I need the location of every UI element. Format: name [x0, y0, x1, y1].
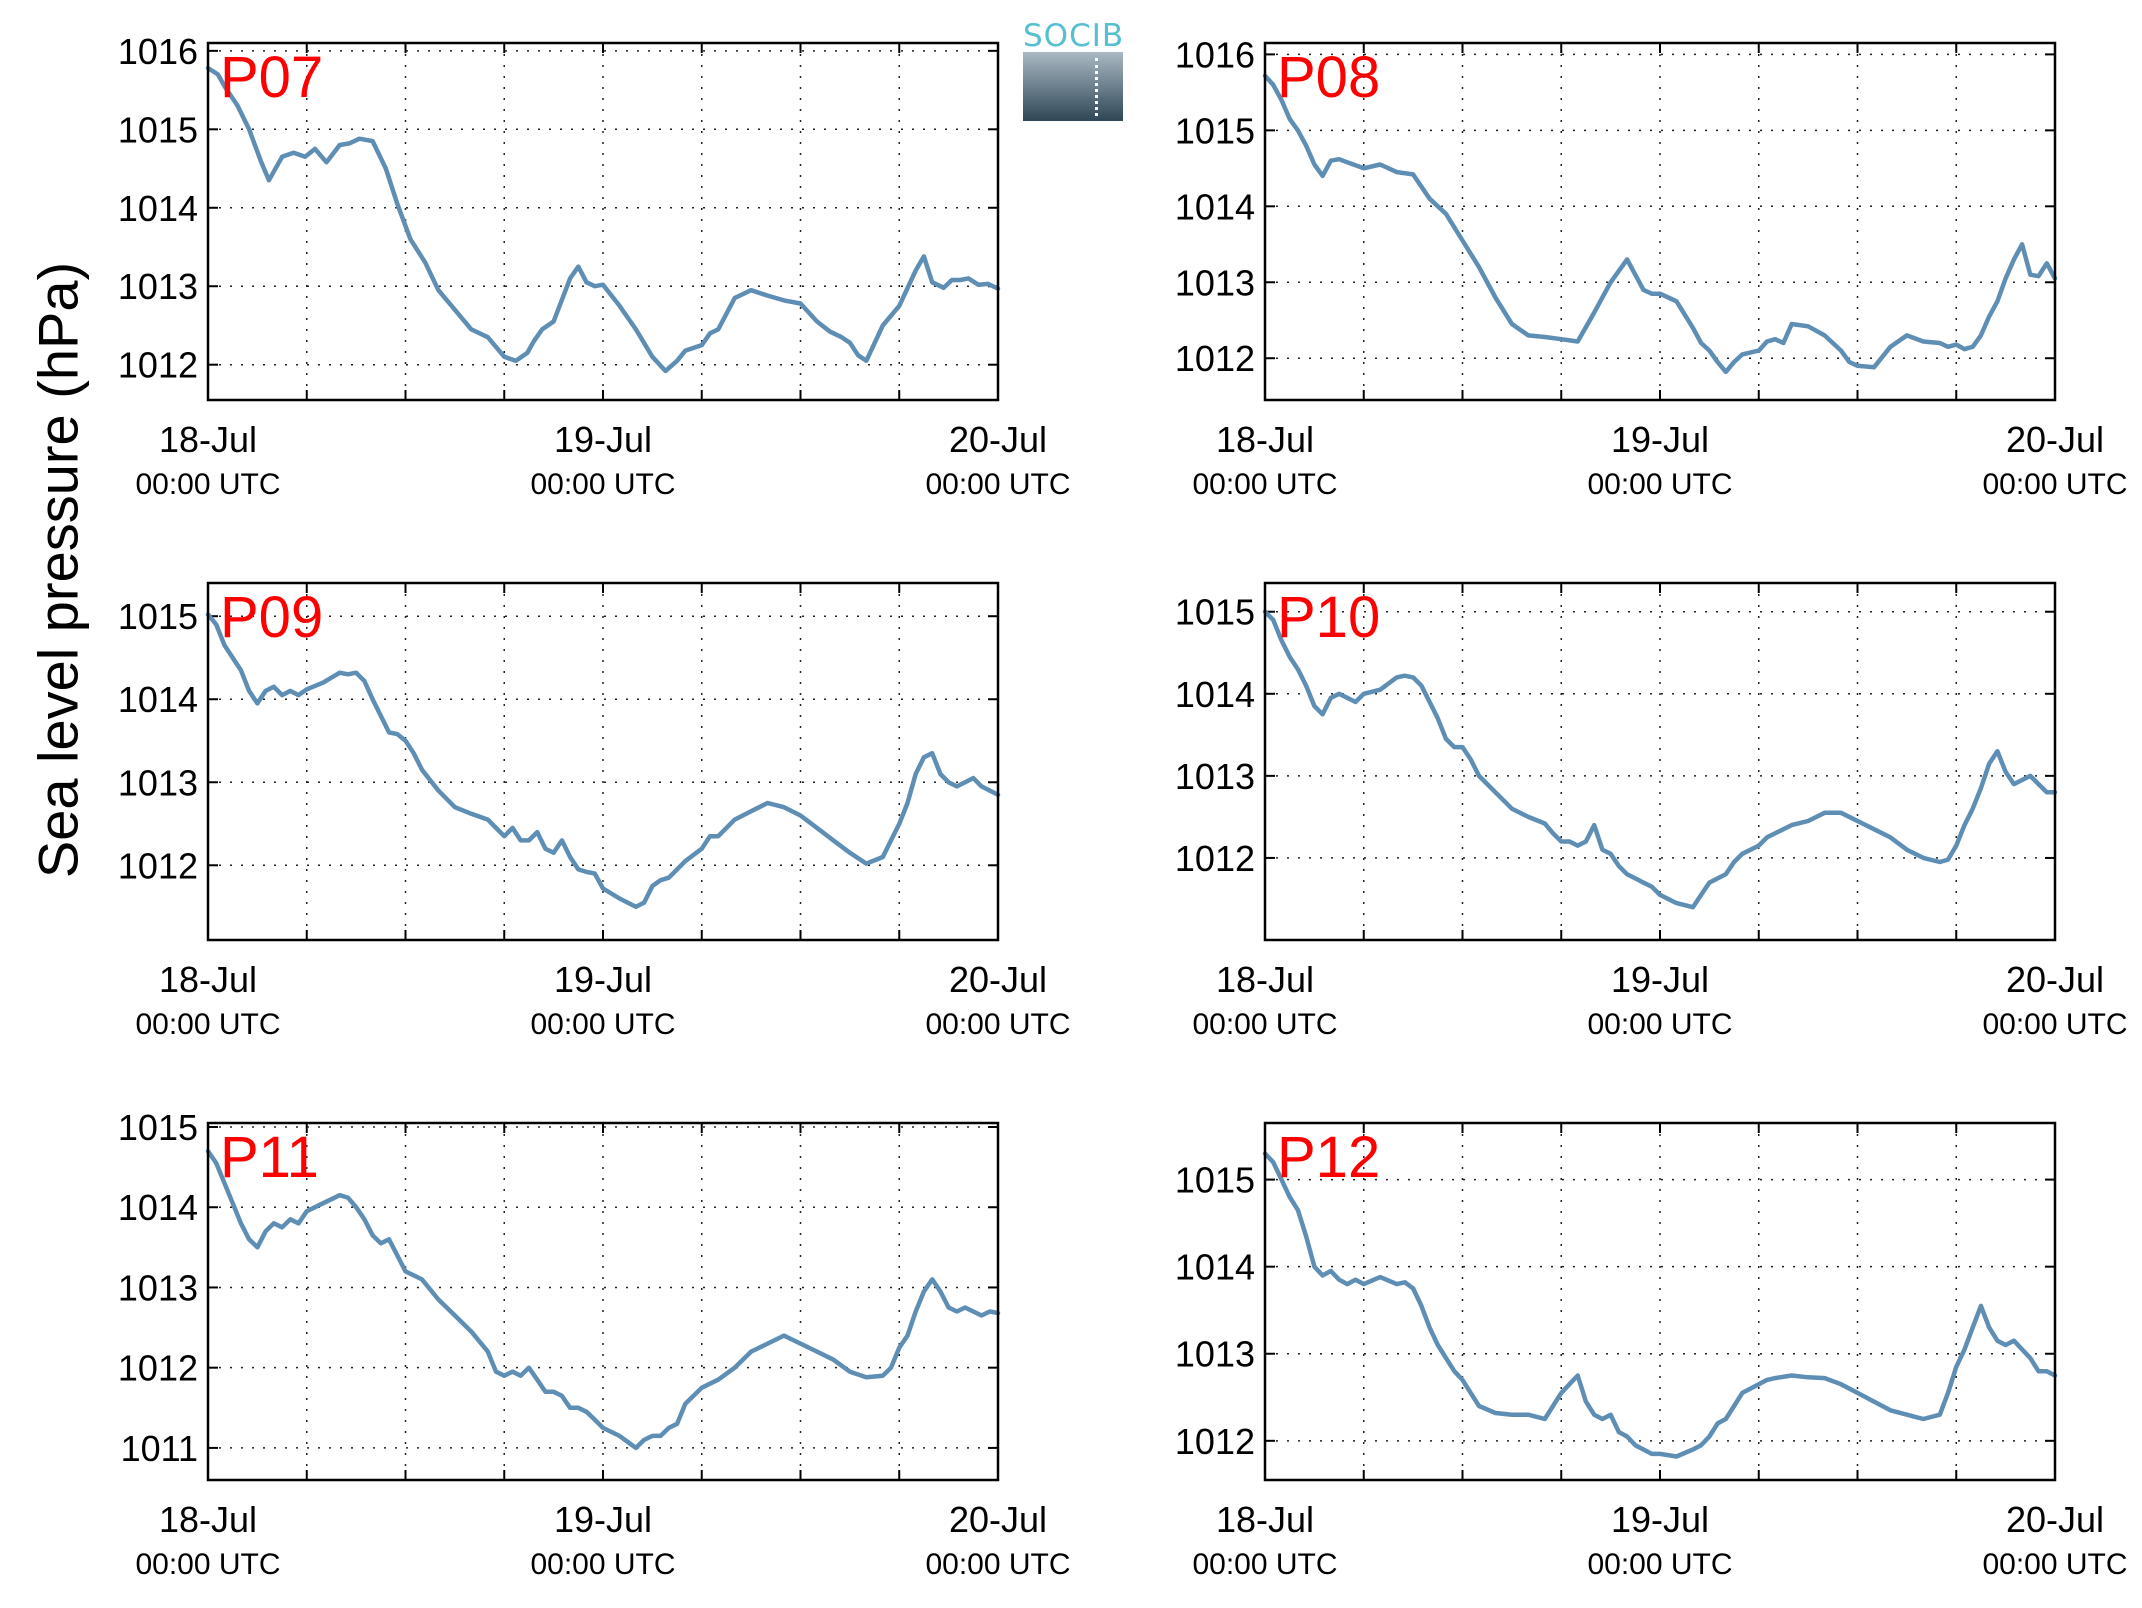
y-tick-label: 1015 — [118, 596, 198, 637]
x-tick-label: 19-Jul — [1611, 959, 1709, 1000]
plot-frame — [1263, 581, 2057, 942]
x-tick-sublabel: 00:00 UTC — [1982, 468, 2127, 501]
socib-logo: SOCIB — [1023, 18, 1123, 121]
x-tick-label: 19-Jul — [554, 959, 652, 1000]
y-tick-label: 1013 — [118, 762, 198, 803]
station-label: P12 — [1277, 1125, 1380, 1190]
plot-frame — [1263, 41, 2057, 402]
x-tick-label: 18-Jul — [159, 1499, 257, 1540]
y-tick-label: 1014 — [1175, 674, 1255, 715]
y-tick-label: 1015 — [1175, 592, 1255, 633]
x-tick-sublabel: 00:00 UTC — [1192, 468, 1337, 501]
x-tick-label: 19-Jul — [554, 1499, 652, 1540]
station-label: P07 — [220, 45, 323, 110]
panel-p07: 1012 1013 1014 1015 1016 P07 18-Jul 00:00 UTC 19… — [118, 31, 1071, 501]
x-tick-label: 19-Jul — [1611, 419, 1709, 460]
x-tick-sublabel: 00:00 UTC — [1587, 1548, 1732, 1581]
plot-frame — [206, 581, 1000, 942]
station-label: P09 — [220, 585, 323, 650]
y-tick-label: 1014 — [1175, 186, 1255, 227]
y-tick-label: 1016 — [1175, 34, 1255, 75]
x-tick-sublabel: 00:00 UTC — [530, 1548, 675, 1581]
y-tick-label: 1016 — [118, 31, 198, 72]
x-tick-label: 18-Jul — [159, 419, 257, 460]
series-line-p07 — [205, 65, 1001, 374]
x-tick-sublabel: 00:00 UTC — [925, 1008, 1070, 1041]
panel-p11: 1011 1012 1013 1014 1015 P11 18-Jul 00:00 UTC 19… — [118, 1107, 1071, 1581]
x-tick-label: 18-Jul — [159, 959, 257, 1000]
x-tick-sublabel: 00:00 UTC — [1982, 1008, 2127, 1041]
series-line-p12 — [1262, 1151, 2058, 1459]
y-axis-label-text: Sea level pressure (hPa) — [26, 261, 90, 879]
x-tick-label: 18-Jul — [1216, 419, 1314, 460]
panel-p08: 1012 1013 1014 1015 1016 P08 18-Jul 00:00 UTC 19… — [1175, 34, 2128, 501]
x-tick-sublabel: 00:00 UTC — [925, 1548, 1070, 1581]
panel-p10: 1012 1013 1014 1015 P10 18-Jul 00:00 UTC 19-Jul… — [1175, 581, 2128, 1041]
y-tick-label: 1012 — [1175, 338, 1255, 379]
x-tick-label: 18-Jul — [1216, 959, 1314, 1000]
series-line-p11 — [205, 1148, 1001, 1451]
x-tick-sublabel: 00:00 UTC — [135, 1008, 280, 1041]
x-tick-sublabel: 00:00 UTC — [925, 468, 1070, 501]
station-label: P08 — [1277, 45, 1380, 110]
x-tick-label: 18-Jul — [1216, 1499, 1314, 1540]
x-tick-label: 20-Jul — [949, 419, 1047, 460]
y-tick-label: 1014 — [1175, 1247, 1255, 1288]
y-tick-label: 1014 — [118, 1187, 198, 1228]
logo-mark — [1023, 52, 1123, 121]
x-tick-sublabel: 00:00 UTC — [1587, 468, 1732, 501]
y-tick-label: 1014 — [118, 679, 198, 720]
x-tick-sublabel: 00:00 UTC — [530, 1008, 675, 1041]
x-tick-sublabel: 00:00 UTC — [135, 1548, 280, 1581]
plot-frame — [206, 41, 1000, 402]
y-tick-label: 1013 — [1175, 756, 1255, 797]
x-tick-label: 20-Jul — [949, 959, 1047, 1000]
x-tick-sublabel: 00:00 UTC — [530, 468, 675, 501]
y-tick-label: 1015 — [118, 109, 198, 150]
x-tick-label: 20-Jul — [2006, 959, 2104, 1000]
y-tick-label: 1012 — [1175, 1421, 1255, 1462]
x-tick-sublabel: 00:00 UTC — [1587, 1008, 1732, 1041]
y-tick-label: 1013 — [1175, 1334, 1255, 1375]
y-tick-label: 1015 — [1175, 1160, 1255, 1201]
x-tick-sublabel: 00:00 UTC — [1192, 1548, 1337, 1581]
y-tick-label: 1012 — [1175, 838, 1255, 879]
x-tick-label: 19-Jul — [554, 419, 652, 460]
x-tick-sublabel: 00:00 UTC — [1192, 1008, 1337, 1041]
x-tick-label: 20-Jul — [2006, 1499, 2104, 1540]
logo-text: SOCIB — [1023, 18, 1125, 54]
y-tick-label: 1012 — [118, 845, 198, 886]
station-label: P11 — [220, 1125, 319, 1190]
plot-frame — [206, 1121, 1000, 1482]
series-line-p10 — [1262, 609, 2058, 910]
series-line-p09 — [205, 612, 1001, 910]
y-tick-label: 1013 — [1175, 262, 1255, 303]
x-tick-sublabel: 00:00 UTC — [135, 468, 280, 501]
y-tick-label: 1014 — [118, 188, 198, 229]
y-tick-label: 1012 — [118, 345, 198, 386]
panel-p12: 1012 1013 1014 1015 P12 18-Jul 00:00 UTC 19-Jul… — [1175, 1121, 2128, 1581]
x-tick-label: 19-Jul — [1611, 1499, 1709, 1540]
panel-p09: 1012 1013 1014 1015 P09 18-Jul 00:00 UTC 19-Jul… — [118, 581, 1071, 1041]
y-tick-label: 1013 — [118, 1267, 198, 1308]
station-label: P10 — [1277, 585, 1380, 650]
y-tick-label: 1015 — [1175, 110, 1255, 151]
y-tick-label: 1015 — [118, 1107, 198, 1148]
logo-mast — [1095, 58, 1098, 116]
series-line-p08 — [1262, 73, 2058, 375]
x-tick-sublabel: 00:00 UTC — [1982, 1548, 2127, 1581]
y-tick-label: 1011 — [121, 1428, 198, 1469]
x-tick-label: 20-Jul — [2006, 419, 2104, 460]
y-tick-label: 1013 — [118, 266, 198, 307]
x-tick-label: 20-Jul — [949, 1499, 1047, 1540]
y-tick-label: 1012 — [118, 1348, 198, 1389]
plot-frame — [1263, 1121, 2057, 1482]
